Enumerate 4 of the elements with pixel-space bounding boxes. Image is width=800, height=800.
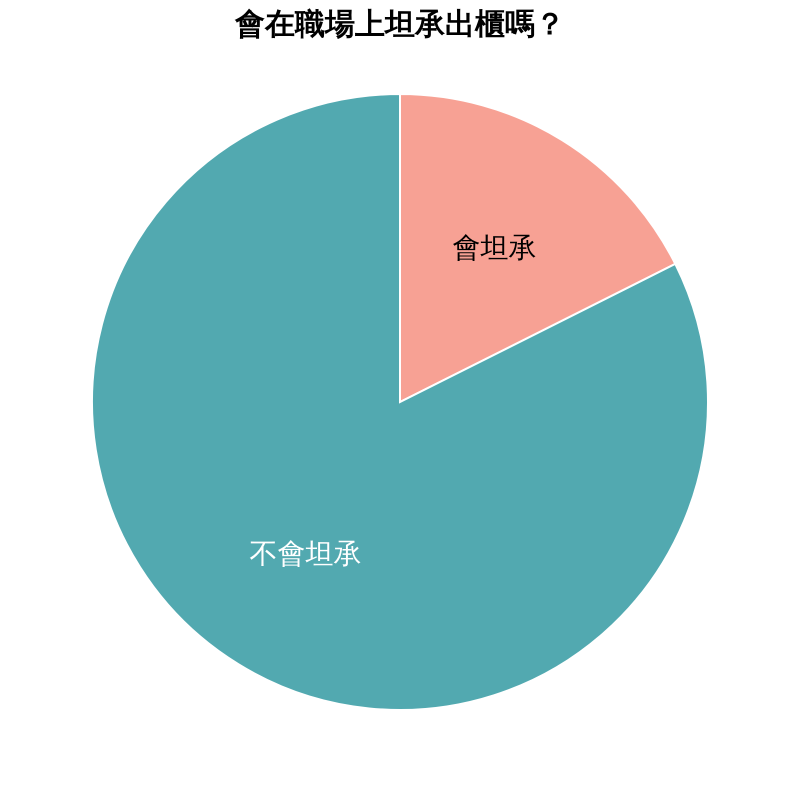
- pie-slice: [91, 93, 709, 711]
- chart-title: 會在職場上坦承出櫃嗎？: [234, 7, 565, 42]
- slice-label: 不會坦承: [249, 537, 362, 570]
- slice-label: 會坦承: [452, 230, 537, 264]
